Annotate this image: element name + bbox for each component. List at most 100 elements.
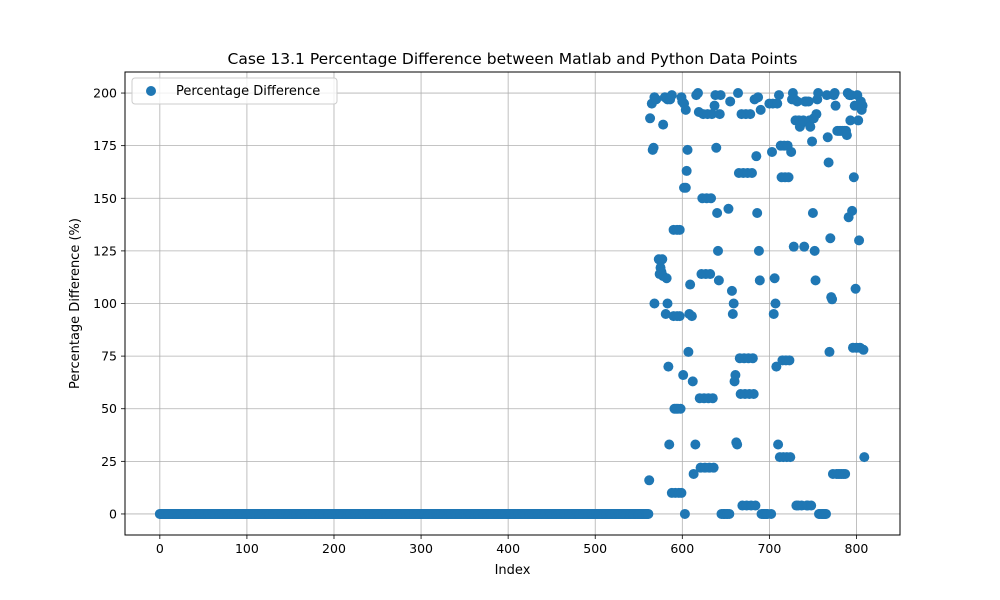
data-point (688, 468, 699, 479)
data-point (766, 146, 777, 157)
data-point (805, 121, 816, 132)
data-point (750, 500, 761, 511)
data-point (745, 109, 756, 120)
x-tick-label: 800 (845, 541, 869, 556)
data-point (726, 285, 737, 296)
data-point (675, 403, 686, 414)
data-point (658, 119, 669, 130)
data-point (824, 346, 835, 357)
data-point (707, 393, 718, 404)
data-point (841, 130, 852, 141)
data-point (713, 275, 724, 286)
data-point (682, 144, 693, 155)
data-point (690, 439, 701, 450)
data-point (648, 142, 659, 153)
data-point (773, 90, 784, 101)
data-point (680, 182, 691, 193)
data-point (730, 370, 741, 381)
x-tick-label: 300 (409, 541, 433, 556)
x-tick-label: 200 (322, 541, 346, 556)
data-point (848, 172, 859, 183)
data-point (687, 376, 698, 387)
data-point (786, 146, 797, 157)
data-point (713, 245, 724, 256)
data-point (810, 275, 821, 286)
data-point (683, 346, 694, 357)
data-point (755, 104, 766, 115)
data-point (857, 100, 868, 111)
data-point (847, 205, 858, 216)
data-point (747, 353, 758, 364)
data-point (706, 109, 717, 120)
data-point (692, 88, 703, 99)
data-point (657, 254, 668, 265)
x-tick-label: 600 (670, 541, 694, 556)
data-point (680, 104, 691, 115)
data-point (711, 142, 722, 153)
data-point (754, 275, 765, 286)
data-point (766, 508, 777, 519)
data-point (768, 309, 779, 320)
data-point (674, 311, 685, 322)
data-point (685, 279, 696, 290)
data-point (644, 475, 655, 486)
data-point (806, 500, 817, 511)
data-point (663, 361, 674, 372)
data-point (645, 113, 656, 124)
data-point (830, 100, 841, 111)
data-point (643, 508, 654, 519)
data-point (792, 96, 803, 107)
data-point (681, 165, 692, 176)
data-point (773, 439, 784, 450)
data-point (850, 283, 861, 294)
data-point (823, 157, 834, 168)
chart-title: Case 13.1 Percentage Difference between … (228, 50, 798, 68)
data-point (723, 203, 734, 214)
data-point (753, 245, 764, 256)
data-point (733, 88, 744, 99)
data-point (845, 115, 856, 126)
data-point (661, 273, 672, 284)
y-tick-label: 150 (93, 191, 117, 206)
y-tick-label: 100 (93, 296, 117, 311)
data-point (679, 508, 690, 519)
data-point (748, 388, 759, 399)
data-point (788, 241, 799, 252)
data-point (853, 115, 864, 126)
data-point (803, 96, 814, 107)
data-point (769, 273, 780, 284)
x-tick-label: 0 (156, 541, 164, 556)
data-point (809, 245, 820, 256)
y-tick-label: 175 (93, 138, 117, 153)
x-tick-label: 400 (496, 541, 520, 556)
data-point (714, 109, 725, 120)
data-point (771, 361, 782, 372)
data-point (708, 462, 719, 473)
data-point (662, 298, 673, 309)
data-point (660, 309, 671, 320)
data-point (811, 109, 822, 120)
y-tick-label: 25 (101, 454, 117, 469)
data-point (674, 224, 685, 235)
y-tick-label: 50 (101, 401, 117, 416)
data-point (784, 355, 795, 366)
data-point (751, 151, 762, 162)
data-point (649, 298, 660, 309)
data-point (651, 94, 662, 105)
data-point (709, 100, 720, 111)
y-tick-label: 0 (109, 506, 117, 521)
data-point (686, 311, 697, 322)
data-point (785, 452, 796, 463)
data-point (770, 298, 781, 309)
data-point (753, 92, 764, 103)
data-point (858, 344, 869, 355)
legend-box (131, 77, 338, 105)
data-point (820, 508, 831, 519)
data-point (715, 90, 726, 101)
y-tick-label: 125 (93, 243, 117, 258)
legend: Percentage Difference (131, 77, 338, 105)
data-points (154, 88, 870, 519)
data-point (732, 439, 743, 450)
data-point (859, 452, 870, 463)
